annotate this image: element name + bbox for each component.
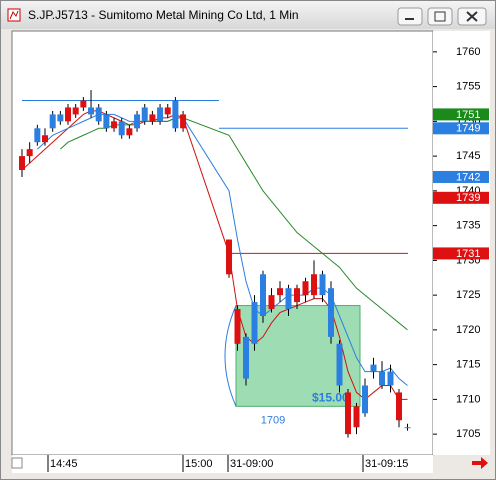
candle-body bbox=[251, 302, 258, 344]
price-badge bbox=[433, 170, 489, 183]
candle-body bbox=[294, 288, 300, 303]
candle-body bbox=[111, 121, 118, 129]
x-tick-label: 31-09:15 bbox=[365, 458, 408, 470]
price-axis bbox=[433, 31, 490, 455]
candle-body bbox=[302, 281, 309, 296]
price-badge bbox=[433, 108, 489, 121]
candle-body bbox=[379, 371, 385, 386]
y-tick-label: 1720 bbox=[456, 324, 480, 336]
candle-body bbox=[328, 288, 334, 337]
candle-body bbox=[396, 392, 402, 421]
candle-body bbox=[319, 274, 326, 296]
candle-body bbox=[404, 427, 411, 429]
scroll-icon[interactable] bbox=[11, 457, 23, 469]
y-tick-label: 1705 bbox=[456, 428, 480, 440]
box-low-label: 1709 bbox=[261, 414, 285, 426]
price-badge bbox=[433, 247, 489, 260]
candle-body bbox=[80, 100, 87, 108]
y-tick-label: 1725 bbox=[456, 289, 480, 301]
close-glyph bbox=[466, 11, 478, 22]
profit-label: $15.00 bbox=[312, 391, 349, 405]
scroll-right-arrow[interactable] bbox=[472, 457, 488, 469]
y-tick-label: 1735 bbox=[456, 220, 480, 232]
candle-body bbox=[157, 107, 164, 122]
candle-body bbox=[268, 295, 275, 310]
price-badge-label: 1751 bbox=[456, 109, 480, 121]
candle-body bbox=[260, 274, 266, 316]
y-tick-label: 1755 bbox=[456, 81, 480, 93]
price-badge-label: 1742 bbox=[456, 171, 480, 183]
candle-body bbox=[285, 288, 292, 310]
moving-average bbox=[21, 110, 408, 401]
window-buttons[interactable] bbox=[397, 7, 487, 26]
candle-body bbox=[88, 107, 95, 115]
candle-body bbox=[172, 100, 179, 129]
candle-body bbox=[49, 114, 56, 129]
maximize-button[interactable] bbox=[427, 7, 453, 26]
candle-body bbox=[336, 343, 343, 386]
candle-body bbox=[311, 274, 317, 296]
candle-body bbox=[42, 135, 49, 143]
moving-average bbox=[37, 113, 408, 386]
y-tick-label: 1745 bbox=[456, 150, 480, 162]
x-tick-label: 31-09:00 bbox=[230, 458, 273, 470]
time-axis bbox=[12, 455, 433, 473]
candle-body bbox=[362, 385, 368, 414]
y-tick-label: 1715 bbox=[456, 359, 480, 371]
price-badge-label: 1749 bbox=[456, 123, 480, 135]
candle-body bbox=[277, 288, 283, 296]
x-tick-label: 14:45 bbox=[50, 458, 78, 470]
candle-body bbox=[149, 114, 156, 122]
candle-body bbox=[226, 239, 232, 275]
candle-body bbox=[65, 107, 72, 122]
candle-body bbox=[134, 114, 141, 129]
app-icon bbox=[7, 8, 21, 22]
candle-body bbox=[57, 114, 64, 122]
candle-body bbox=[126, 128, 133, 136]
target-curve bbox=[224, 305, 237, 407]
price-badge-label: 1731 bbox=[456, 248, 480, 260]
candle-body bbox=[118, 121, 125, 136]
candle-body bbox=[19, 156, 25, 171]
price-badge bbox=[433, 191, 489, 204]
plot-area bbox=[11, 30, 434, 456]
candle-body bbox=[103, 114, 110, 129]
y-tick-label: 1760 bbox=[456, 46, 480, 58]
candle-body bbox=[353, 406, 360, 428]
price-badge-label: 1739 bbox=[456, 192, 480, 204]
y-tick-label: 1710 bbox=[456, 393, 480, 405]
candle-body bbox=[72, 107, 79, 115]
price-badge bbox=[433, 122, 489, 135]
maximize-glyph bbox=[434, 11, 446, 22]
minimize-button[interactable] bbox=[397, 7, 423, 26]
candle-body bbox=[164, 107, 171, 115]
candle-body bbox=[387, 371, 394, 386]
window-title: S.JP.J5713 - Sumitomo Metal Mining Co Lt… bbox=[28, 8, 299, 22]
candle-body bbox=[370, 364, 377, 372]
candle-body bbox=[34, 128, 41, 143]
candle-body bbox=[141, 107, 148, 122]
app-icon-glyph bbox=[9, 10, 19, 20]
candle-body bbox=[243, 336, 249, 379]
candle-body bbox=[180, 114, 187, 129]
candle-body bbox=[95, 107, 102, 122]
x-tick-label: 15:00 bbox=[185, 458, 213, 470]
candle-body bbox=[26, 149, 33, 157]
candle-body bbox=[234, 309, 241, 344]
candle-body bbox=[345, 392, 351, 435]
